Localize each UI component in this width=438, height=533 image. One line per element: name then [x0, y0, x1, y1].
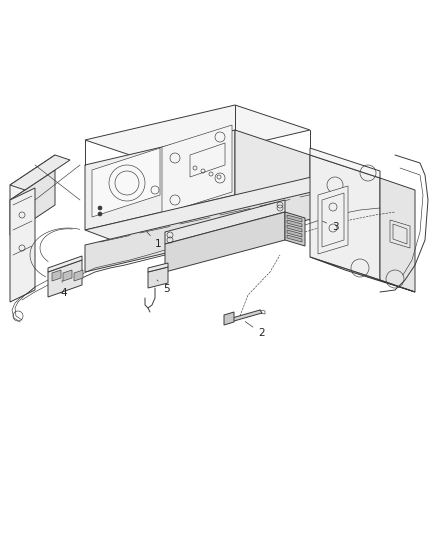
Polygon shape: [287, 230, 302, 237]
Polygon shape: [63, 270, 72, 281]
Polygon shape: [224, 312, 234, 325]
Polygon shape: [92, 148, 160, 217]
Text: 3: 3: [322, 221, 339, 232]
Polygon shape: [10, 155, 55, 200]
Polygon shape: [10, 188, 35, 302]
Polygon shape: [310, 257, 415, 292]
Polygon shape: [232, 310, 262, 321]
Polygon shape: [148, 267, 168, 288]
Polygon shape: [318, 186, 348, 254]
Polygon shape: [85, 168, 390, 245]
Text: 2: 2: [245, 321, 265, 338]
Polygon shape: [165, 212, 285, 272]
Polygon shape: [287, 235, 302, 242]
Polygon shape: [162, 125, 232, 214]
Polygon shape: [148, 263, 168, 272]
Polygon shape: [48, 260, 82, 297]
Polygon shape: [380, 178, 415, 292]
Polygon shape: [287, 215, 302, 222]
Text: 1: 1: [147, 232, 162, 249]
Polygon shape: [10, 155, 70, 190]
Circle shape: [98, 212, 102, 216]
Polygon shape: [48, 256, 82, 272]
Polygon shape: [165, 200, 285, 244]
Polygon shape: [10, 170, 55, 235]
Polygon shape: [310, 148, 380, 178]
Polygon shape: [52, 270, 61, 281]
Text: 5: 5: [157, 280, 170, 294]
Polygon shape: [310, 155, 380, 280]
Polygon shape: [74, 270, 83, 281]
Circle shape: [98, 206, 102, 210]
Polygon shape: [85, 183, 350, 272]
Polygon shape: [235, 130, 310, 220]
Polygon shape: [285, 212, 305, 246]
Polygon shape: [287, 220, 302, 227]
Polygon shape: [85, 130, 235, 230]
Polygon shape: [390, 220, 410, 248]
Polygon shape: [85, 105, 310, 165]
Text: 4: 4: [60, 280, 67, 298]
Polygon shape: [287, 225, 302, 232]
